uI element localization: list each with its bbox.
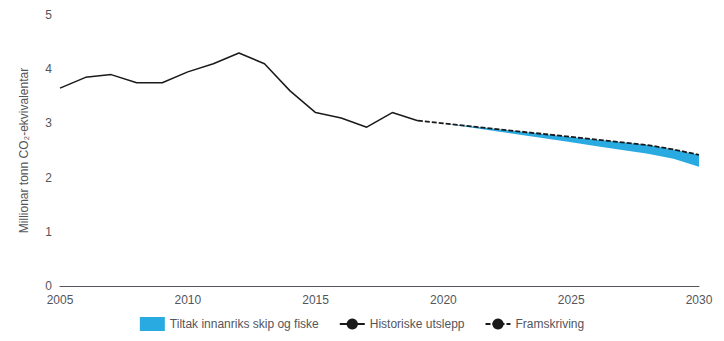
svg-text:2005: 2005 <box>47 293 74 307</box>
svg-text:0: 0 <box>45 279 52 293</box>
svg-text:3: 3 <box>45 116 52 130</box>
svg-text:4: 4 <box>45 62 52 76</box>
svg-text:Framskriving: Framskriving <box>515 317 584 331</box>
svg-text:2030: 2030 <box>686 293 713 307</box>
svg-text:2010: 2010 <box>174 293 201 307</box>
svg-text:2020: 2020 <box>430 293 457 307</box>
svg-text:2: 2 <box>45 171 52 185</box>
svg-text:Millionar tonn CO₂-ekvivalenta: Millionar tonn CO₂-ekvivalentar <box>17 68 31 233</box>
svg-text:5: 5 <box>45 8 52 22</box>
svg-text:2015: 2015 <box>302 293 329 307</box>
svg-text:Historiske utslepp: Historiske utslepp <box>370 317 465 331</box>
svg-text:1: 1 <box>45 225 52 239</box>
svg-text:Tiltak innanriks skip og fiske: Tiltak innanriks skip og fiske <box>170 317 319 331</box>
svg-text:2025: 2025 <box>558 293 585 307</box>
